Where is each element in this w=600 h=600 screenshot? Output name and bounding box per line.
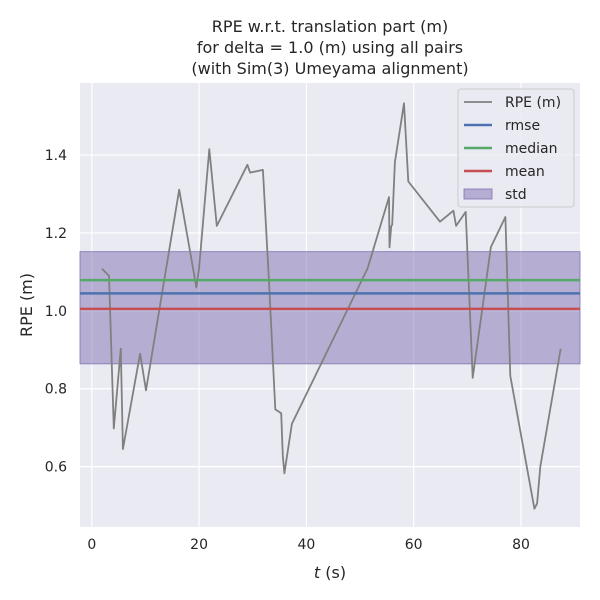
legend-label: median [505,141,557,157]
y-tick-label: 0.8 [45,382,67,398]
chart-title-line-1: RPE w.r.t. translation part (m) [212,17,448,36]
x-axis-label-unit: (s) [320,563,346,582]
x-tick-label: 40 [297,537,315,553]
stat-lines-layer [80,278,580,311]
legend-label: mean [505,164,545,180]
legend: RPE (m) rmse median mean std [457,88,575,208]
y-tick-label: 1.2 [45,226,67,242]
y-tick-label: 1.4 [45,148,67,164]
x-tick-label: 80 [512,537,530,553]
x-tick-label: 0 [87,537,96,553]
legend-label: rmse [505,118,540,134]
x-axis-label-variable: t [314,563,321,582]
tick-labels: 0 20 40 60 80 0.6 0.8 1.0 1.2 1.4 [45,148,530,553]
x-tick-label: 60 [405,537,423,553]
x-tick-label: 20 [190,537,208,553]
y-axis-label: RPE (m) [17,273,36,337]
legend-label: std [505,187,527,203]
rpe-series-line [101,102,562,510]
x-axis-label: t (s) [314,563,346,582]
y-tick-label: 1.0 [45,304,67,320]
y-tick-label: 0.6 [45,460,67,476]
legend-box [457,88,575,208]
legend-label: RPE (m) [505,95,561,111]
legend-swatch [463,188,493,200]
chart-title-line-3: (with Sim(3) Umeyama alignment) [191,59,468,78]
chart-title-line-2: for delta = 1.0 (m) using all pairs [197,38,463,57]
series-layer [101,102,562,510]
